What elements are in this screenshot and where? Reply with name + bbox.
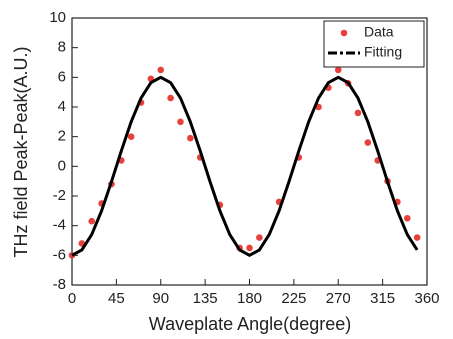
y-tick-label: -2 <box>53 187 66 204</box>
y-tick-label: -4 <box>53 217 66 234</box>
x-tick-label: 180 <box>237 290 262 307</box>
x-tick-label: 270 <box>326 290 351 307</box>
data-point <box>157 66 165 74</box>
legend-marker <box>340 29 348 37</box>
y-tick-label: -6 <box>53 246 66 263</box>
x-tick-label: 360 <box>414 290 439 307</box>
data-point <box>187 134 194 142</box>
data-point <box>403 214 411 222</box>
data-point <box>177 118 184 126</box>
y-tick-label: 10 <box>49 9 66 26</box>
x-tick-label: 45 <box>108 290 125 307</box>
y-tick-label: 8 <box>58 39 66 56</box>
data-point <box>364 139 372 146</box>
data-point <box>413 234 421 241</box>
y-tick-label: 0 <box>58 157 66 174</box>
data-point <box>88 217 96 225</box>
y-tick-label: 2 <box>58 128 66 145</box>
data-point <box>127 133 135 140</box>
y-tick-label: -8 <box>53 276 66 293</box>
data-point <box>334 66 342 74</box>
fit-line <box>71 75 419 258</box>
legend-box <box>323 20 425 68</box>
x-tick-label: 90 <box>152 290 169 307</box>
legend-label: Fitting <box>364 44 402 60</box>
legend-label: Data <box>364 24 394 40</box>
data-point <box>354 109 362 117</box>
y-tick-label: 6 <box>58 68 66 85</box>
data-point <box>246 244 253 252</box>
plot-frame <box>71 17 428 286</box>
x-axis-label: Waveplate Angle(degree) <box>149 314 351 334</box>
y-tick-label: 4 <box>58 98 66 115</box>
y-axis-label: THz field Peak-Peak(A.U.) <box>11 46 31 257</box>
data-point <box>256 234 263 241</box>
x-tick-label: 135 <box>193 290 218 307</box>
x-tick-label: 225 <box>281 290 306 307</box>
x-tick-label: 315 <box>370 290 395 307</box>
data-point <box>167 94 174 102</box>
x-tick-label: 0 <box>68 290 76 307</box>
